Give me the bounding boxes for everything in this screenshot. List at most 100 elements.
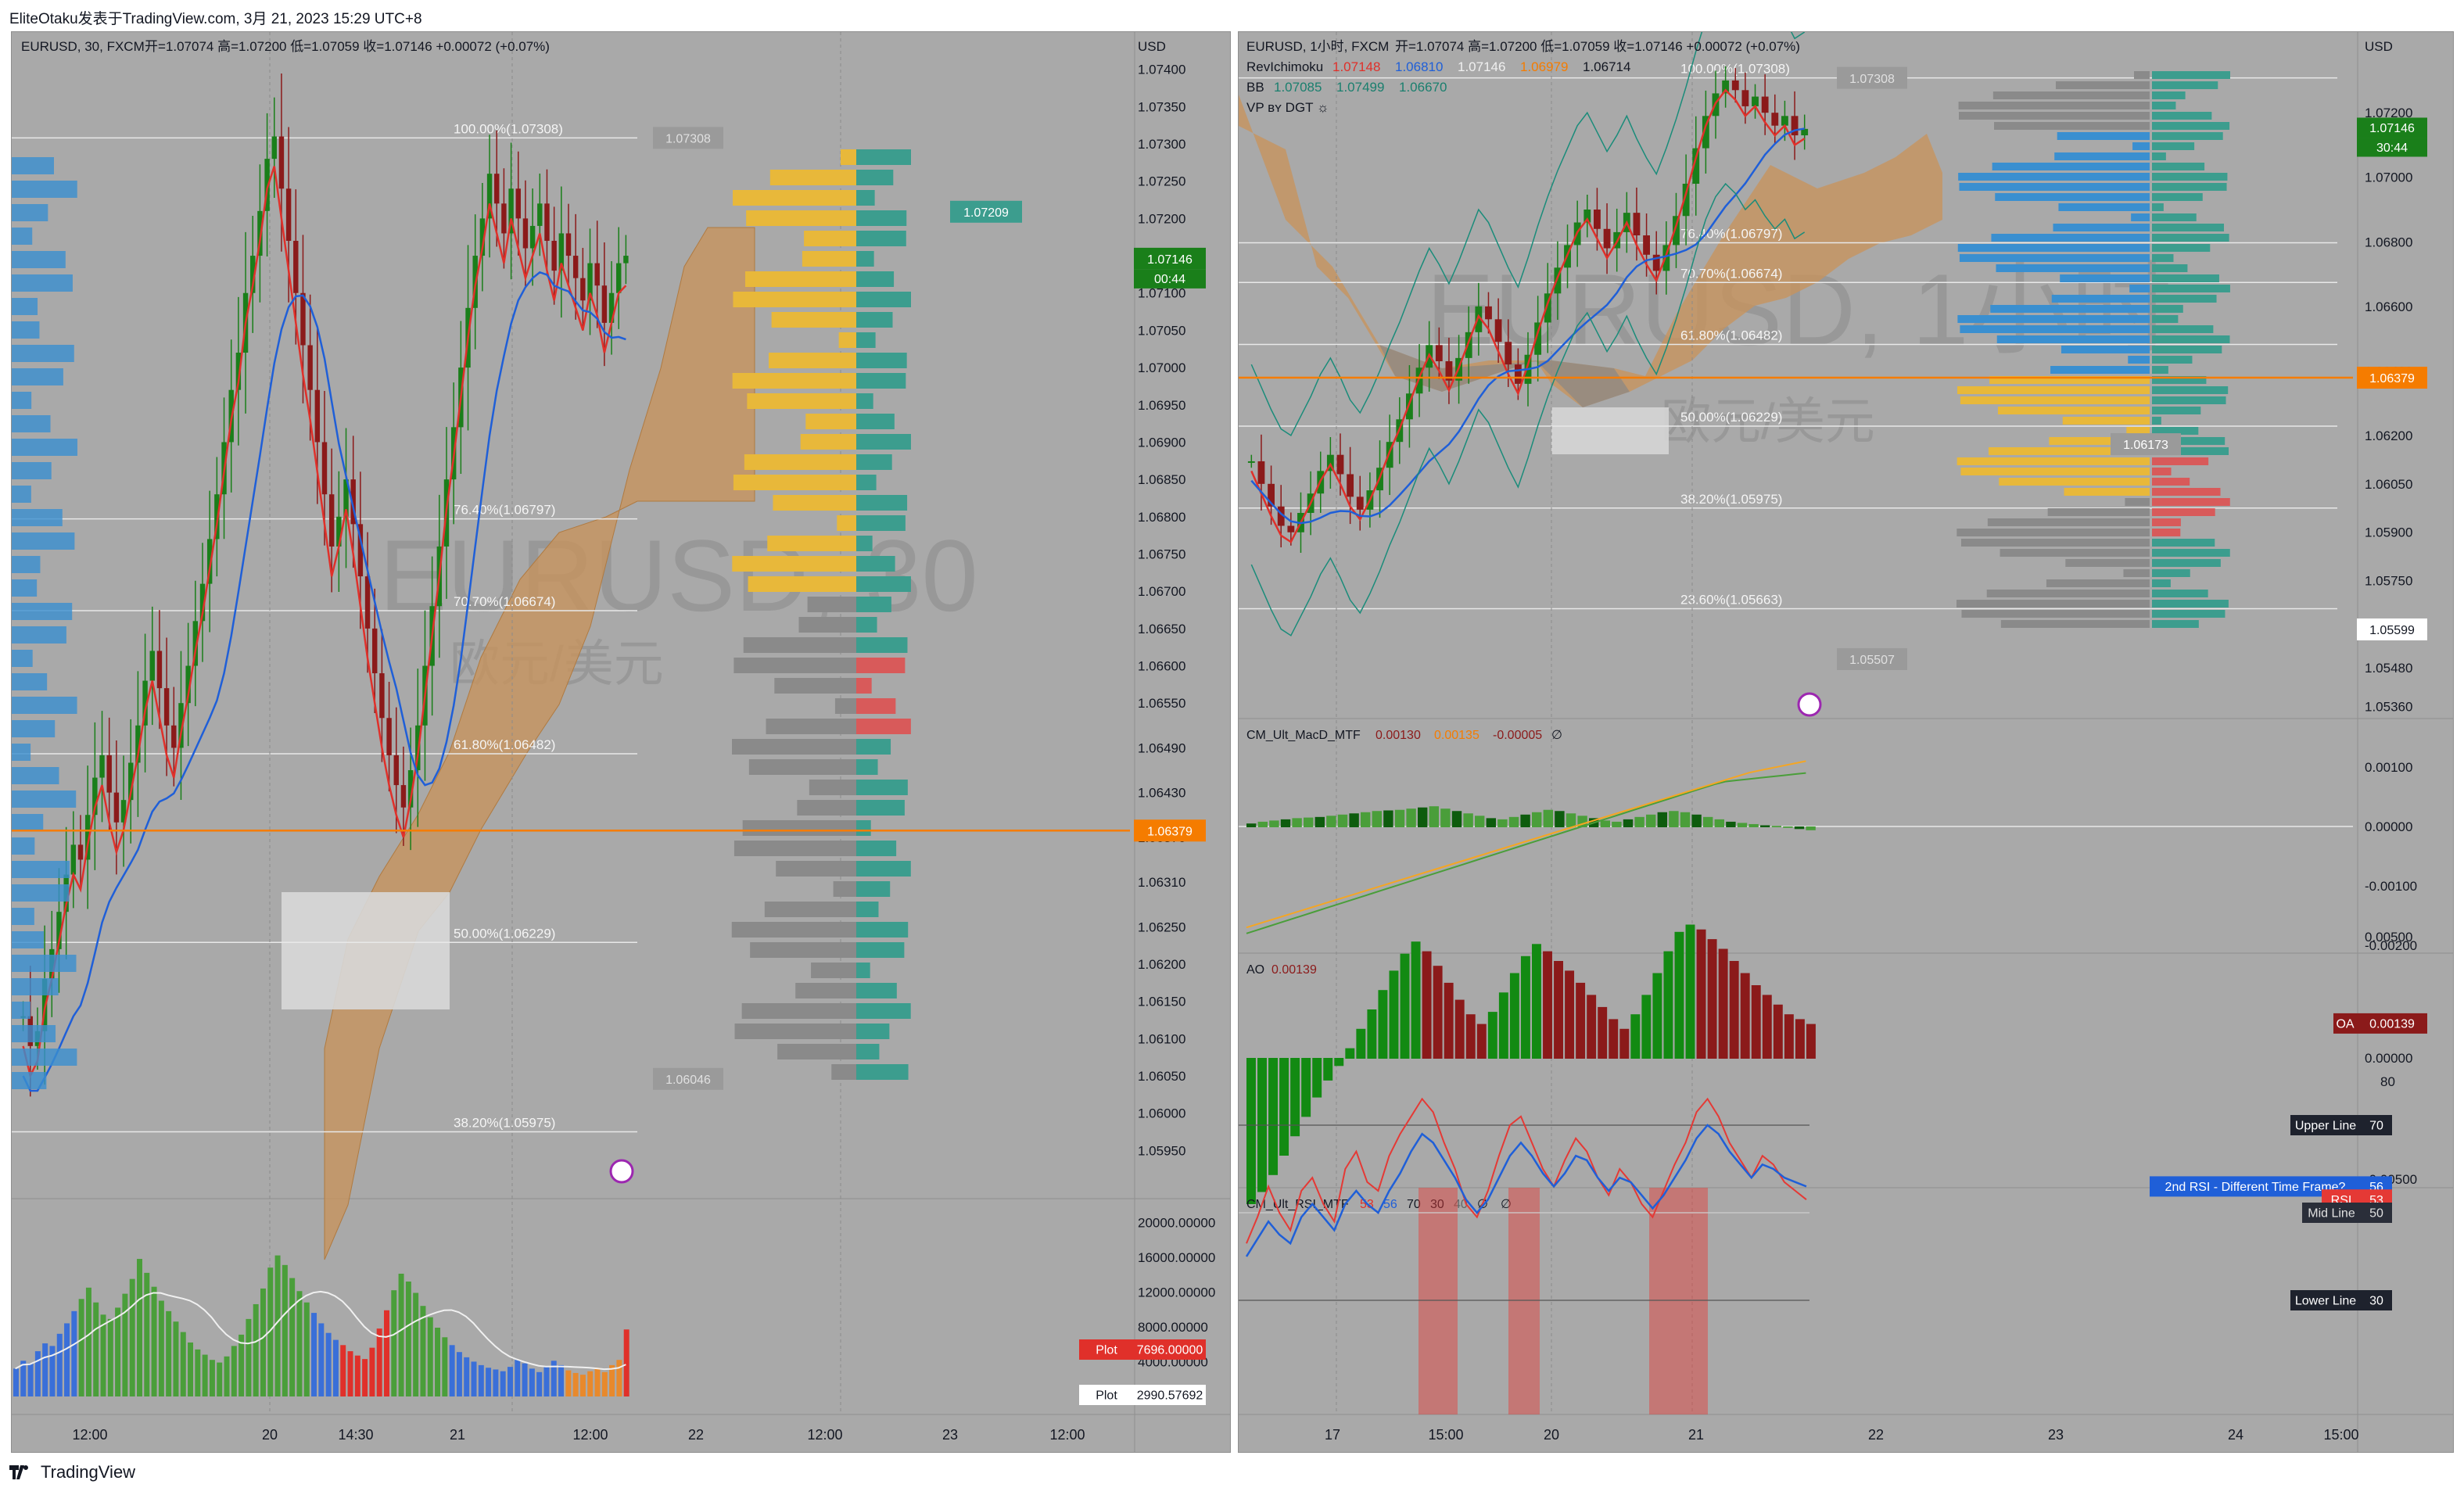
macd-hist-bar — [1771, 826, 1782, 827]
volume-profile-bar-down — [856, 698, 896, 714]
rsi-overbought-zone — [1508, 1188, 1540, 1414]
ao-bar — [1356, 1028, 1366, 1059]
volume-profile-bar-up — [2125, 498, 2150, 506]
macd-hist-bar — [1691, 814, 1702, 827]
macd-hist-bar — [1292, 818, 1302, 827]
tag-low: 1.05507 — [1849, 654, 1895, 667]
candle — [1386, 442, 1393, 468]
volume-profile-bar-down — [2152, 203, 2164, 211]
current-price-badge: 1.07146 — [2369, 122, 2415, 135]
volume-profile-bar-up — [2060, 274, 2150, 282]
right-chart-panel[interactable]: EURUSD, 1小时 欧元/美元 100.00%(1.07308) 76.40%(1… — [1238, 31, 2454, 1453]
candle — [601, 285, 608, 323]
ao-bar — [1279, 1058, 1289, 1156]
price-tick: 1.07250 — [1138, 174, 1185, 189]
candle — [1514, 364, 1522, 384]
countdown-badge: 00:44 — [1154, 273, 1185, 286]
volume-profile-bar-up — [1956, 529, 2150, 536]
header-bar: EliteOtaku发表于TradingView.com, 3月 21, 202… — [0, 0, 2464, 31]
price-tick: 1.06700 — [1138, 584, 1185, 599]
macd-hist-bar — [1657, 812, 1668, 827]
volume-profile-bar-down — [2152, 264, 2188, 272]
macd-hist-bar — [1475, 816, 1485, 827]
ao-bar — [1576, 982, 1586, 1059]
tag-mid-bg — [2111, 433, 2181, 456]
candle — [1692, 148, 1700, 184]
volume-profile-bar-down — [2152, 407, 2201, 414]
volume-profile-bar-up — [2057, 132, 2150, 140]
macd-hist-bar — [1383, 810, 1393, 827]
volume-bar — [231, 1346, 237, 1396]
price-tick: 1.06850 — [1138, 472, 1185, 487]
volume-bar — [122, 1293, 128, 1396]
ao-bar — [1268, 1058, 1279, 1175]
macd-hist-bar — [1269, 820, 1279, 827]
ao-bar — [1476, 1024, 1487, 1059]
candle — [508, 188, 514, 234]
volume-bar — [543, 1366, 550, 1396]
volume-profile-bar-up — [769, 170, 856, 185]
volume-profile-bar-down — [856, 963, 870, 978]
volume-profile-bar-left — [12, 650, 33, 667]
volume-profile-bar-down — [856, 902, 879, 917]
header-title: EliteOtaku发表于TradingView.com, 3月 21, 202… — [9, 11, 422, 27]
volume-profile-bar-down — [2152, 193, 2203, 201]
volume-bar — [536, 1371, 543, 1396]
ao-bar — [1707, 939, 1717, 1059]
candle — [594, 263, 600, 286]
volume-profile-bar-down — [856, 454, 892, 470]
ao-bar — [1323, 1058, 1333, 1081]
volume-bar — [362, 1359, 368, 1396]
footer-bar: TradingView — [0, 1453, 2464, 1495]
volume-profile-bar-up — [1957, 315, 2150, 323]
left-chart-canvas[interactable]: EURUSD, 30欧元/美元100.00%(1.07308)76.40%(1.… — [12, 32, 1231, 1453]
macd-hist-bar — [1508, 816, 1519, 827]
volume-profile-bar-up — [1956, 600, 2150, 608]
orange-level-badge-bg — [2357, 367, 2427, 389]
candle — [1731, 80, 1739, 91]
volume-profile-bar-down — [856, 759, 878, 775]
tag-low-bg — [653, 1067, 723, 1090]
rsi-upper-label-bg — [2290, 1115, 2361, 1135]
volume-profile-bar-down — [2152, 173, 2228, 181]
ao-bar — [1498, 992, 1508, 1059]
ao-bar — [1367, 1009, 1377, 1059]
volume-profile-bar-down — [2152, 559, 2221, 567]
candle — [1494, 319, 1502, 342]
volume-profile-bar-left — [12, 556, 41, 573]
volume-profile-bar-down — [856, 1064, 909, 1080]
volume-profile-bar-up — [2050, 366, 2150, 374]
volume-profile-bar-up — [733, 190, 856, 206]
volume-bar — [500, 1371, 506, 1396]
tag-high-bg — [1837, 66, 1907, 89]
volume-profile-bar-down — [2152, 600, 2229, 608]
ao-bar — [1312, 1058, 1322, 1098]
candle — [84, 815, 91, 860]
candle — [271, 136, 277, 160]
tag-high: 1.07308 — [665, 133, 711, 146]
candle — [1652, 254, 1660, 271]
right-chart-canvas[interactable]: EURUSD, 1小时欧元/美元100.00%(1.07308)76.40%(1… — [1239, 32, 2454, 1453]
candle — [92, 777, 98, 816]
volume-profile-bar-down — [856, 434, 911, 450]
volume-profile-bar-down — [2152, 305, 2183, 313]
volume-profile-bar-up — [1960, 539, 2150, 547]
left-chart-panel[interactable]: EURUSD, 30欧元/美元100.00%(1.07308)76.40%(1.… — [11, 31, 1231, 1453]
volume-bar — [27, 1363, 34, 1396]
tradingview-logo[interactable]: TradingView — [9, 1462, 135, 1482]
rsi-upper-label: Upper Line — [2295, 1120, 2356, 1133]
candle — [307, 345, 313, 390]
legend-ichimoku-value: 1.07148 — [1332, 59, 1380, 74]
volume-profile-bar-up — [734, 1024, 856, 1039]
volume-profile-bar-up — [1987, 518, 2150, 526]
plot-label-1: Plot — [1096, 1344, 1117, 1357]
fib-label: 38.20%(1.05975) — [454, 1115, 555, 1130]
macd-hist-bar — [1532, 812, 1542, 827]
ao-bar — [1718, 948, 1728, 1059]
price-tick: 1.06650 — [1138, 622, 1185, 636]
fib-label: 76.40%(1.06797) — [1680, 227, 1782, 242]
volume-profile-bar-down — [2152, 112, 2212, 120]
price-tick: 1.06600 — [2365, 299, 2412, 314]
volume-profile-bar-left — [12, 1025, 56, 1042]
volume-profile-bar-up — [747, 393, 856, 409]
